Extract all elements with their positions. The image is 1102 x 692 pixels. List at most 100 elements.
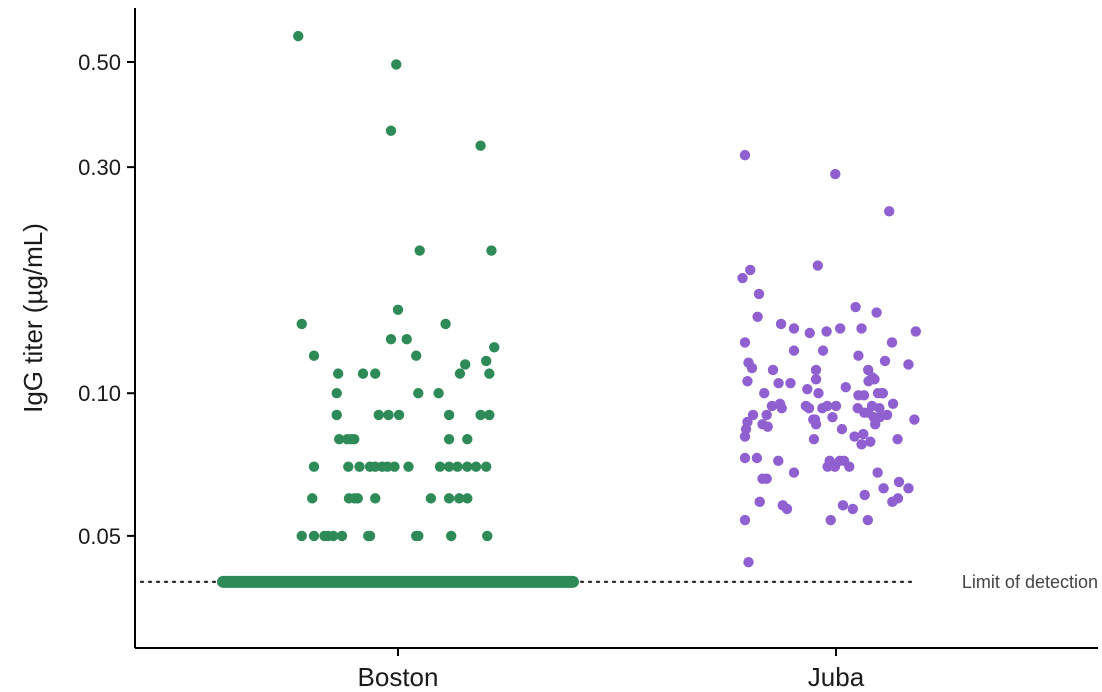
data-point-juba bbox=[788, 467, 800, 478]
data-point-juba bbox=[849, 431, 860, 442]
data-point-boston bbox=[462, 493, 473, 504]
data-point-juba bbox=[743, 556, 754, 568]
data-point-juba bbox=[856, 323, 867, 334]
data-point-boston bbox=[475, 140, 486, 151]
data-point-boston bbox=[293, 30, 304, 42]
data-point-juba bbox=[775, 318, 787, 330]
data-point-boston bbox=[392, 304, 404, 315]
data-point-juba bbox=[892, 433, 903, 445]
data-point-juba bbox=[847, 503, 858, 515]
data-point-boston bbox=[481, 461, 492, 472]
data-point-boston bbox=[357, 368, 369, 379]
data-point-boston bbox=[331, 388, 342, 399]
y-tick-label: 0.30 bbox=[78, 155, 121, 180]
data-point-juba bbox=[909, 414, 920, 425]
data-point-boston bbox=[460, 359, 471, 370]
y-tick-label: 0.05 bbox=[78, 524, 121, 549]
data-point-boston bbox=[385, 125, 397, 136]
data-point-boston bbox=[413, 530, 424, 542]
data-point-juba bbox=[781, 503, 793, 515]
data-point-boston bbox=[433, 388, 444, 399]
data-point-boston bbox=[370, 493, 381, 504]
data-point-juba bbox=[766, 400, 778, 412]
data-point-juba bbox=[788, 345, 800, 356]
data-point-juba bbox=[881, 409, 893, 421]
data-point-juba bbox=[739, 149, 751, 161]
data-point-juba bbox=[747, 409, 759, 421]
data-point-juba bbox=[827, 412, 838, 423]
data-point-juba bbox=[822, 461, 833, 472]
data-point-juba bbox=[773, 377, 784, 389]
data-point-boston bbox=[345, 433, 356, 445]
data-point-boston bbox=[308, 461, 320, 472]
data-point-juba bbox=[737, 272, 748, 284]
data-point-juba bbox=[810, 419, 822, 430]
data-point-juba bbox=[751, 452, 763, 464]
data-point-juba bbox=[761, 409, 772, 421]
data-point-juba bbox=[762, 421, 773, 432]
data-point-juba bbox=[844, 461, 855, 472]
data-point-juba bbox=[767, 364, 779, 376]
data-point-juba bbox=[872, 467, 883, 478]
data-point-juba bbox=[836, 423, 848, 435]
data-point-boston bbox=[389, 461, 400, 472]
data-point-boston bbox=[440, 318, 451, 330]
data-point-juba bbox=[739, 431, 751, 442]
x-axis-ticks: Boston Juba bbox=[358, 648, 865, 692]
data-point-juba bbox=[910, 326, 921, 337]
data-point-juba bbox=[739, 452, 751, 464]
y-tick-label: 0.10 bbox=[78, 381, 121, 406]
data-point-juba bbox=[835, 323, 846, 334]
data-point-juba bbox=[884, 206, 895, 217]
data-point-juba bbox=[829, 461, 841, 472]
data-point-boston bbox=[354, 461, 365, 472]
data-point-juba bbox=[808, 433, 820, 445]
data-point-juba bbox=[840, 381, 851, 393]
data-point-juba bbox=[739, 337, 751, 348]
data-point-boston bbox=[411, 350, 422, 361]
data-point-boston bbox=[328, 530, 339, 542]
data-point-juba bbox=[858, 428, 869, 440]
data-point-boston bbox=[443, 461, 455, 472]
data-point-boston bbox=[486, 245, 497, 256]
data-point-juba bbox=[874, 402, 885, 414]
data-point-boston bbox=[446, 530, 457, 542]
data-point-juba bbox=[858, 390, 870, 401]
data-point-boston bbox=[414, 245, 425, 256]
data-point-boston bbox=[481, 355, 492, 367]
data-point-juba bbox=[869, 374, 880, 385]
data-point-juba bbox=[813, 388, 824, 399]
data-point-juba bbox=[810, 364, 822, 376]
y-axis-title: IgG titer (µg/mL) bbox=[18, 223, 48, 413]
data-point-juba bbox=[856, 439, 867, 450]
data-point-juba bbox=[812, 260, 823, 271]
data-point-boston bbox=[413, 388, 424, 399]
data-point-boston bbox=[352, 493, 363, 504]
data-point-juba bbox=[859, 489, 870, 501]
data-point-juba bbox=[761, 473, 772, 484]
x-category-label: Juba bbox=[808, 662, 865, 692]
data-point-juba bbox=[825, 514, 836, 526]
data-point-boston bbox=[370, 368, 381, 379]
data-point-juba bbox=[887, 496, 898, 508]
data-point-juba bbox=[879, 355, 891, 367]
data-point-boston bbox=[391, 59, 402, 70]
data-point-juba bbox=[802, 383, 813, 395]
data-point-boston bbox=[393, 409, 405, 421]
data-point-boston bbox=[403, 461, 414, 472]
x-category-label: Boston bbox=[358, 662, 439, 692]
data-point-juba bbox=[903, 359, 914, 370]
data-point-boston bbox=[364, 530, 376, 542]
data-point-juba bbox=[773, 455, 784, 467]
limit-of-detection-label: Limit of detection bbox=[962, 572, 1098, 592]
data-point-boston bbox=[443, 493, 455, 504]
data-point-boston bbox=[383, 409, 394, 421]
y-axis-ticks: 0.05 0.10 0.30 0.50 bbox=[78, 50, 135, 549]
data-point-juba bbox=[862, 514, 874, 526]
data-point-juba bbox=[822, 400, 833, 412]
data-point-juba bbox=[742, 376, 753, 387]
data-point-juba bbox=[753, 288, 765, 300]
data-point-boston bbox=[296, 530, 307, 542]
data-point-boston bbox=[489, 342, 500, 353]
data-point-juba bbox=[754, 496, 765, 508]
